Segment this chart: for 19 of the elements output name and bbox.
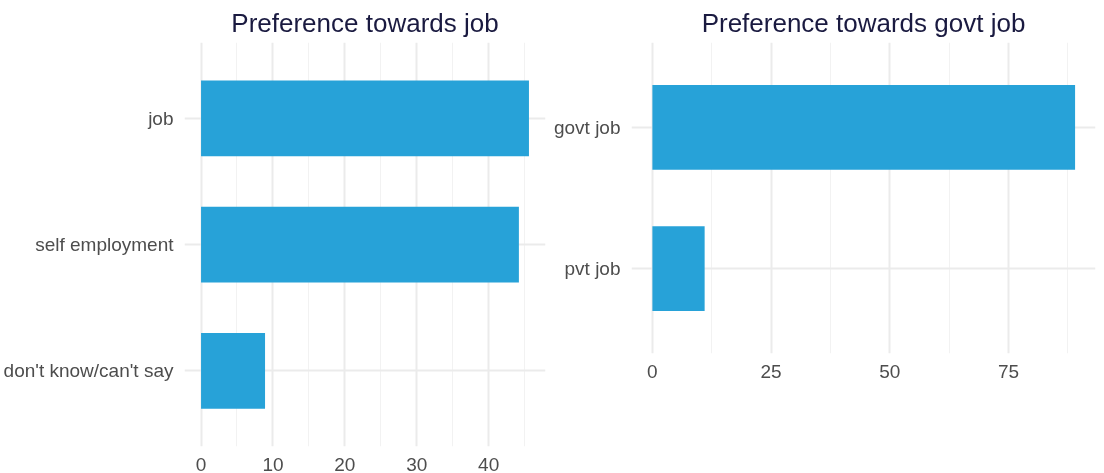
x-tick-label: 50 [879,360,901,382]
x-tick-label: 10 [262,453,284,473]
x-tick-label: 20 [334,453,356,473]
x-tick-label: 0 [647,360,658,382]
chart-title: Preference towards govt job [701,7,1026,38]
bar [201,206,519,283]
y-tick-label: job [147,107,174,129]
bar [201,80,529,157]
y-tick-label: pvt job [564,258,621,280]
y-tick-label: self employment [35,234,175,255]
bar [201,332,266,409]
x-tick-label: 30 [406,453,428,473]
x-tick-label: 0 [195,453,207,473]
x-tick-label: 75 [998,360,1020,382]
y-tick-label: don't know/can't say [3,360,174,382]
x-tick-label: 40 [478,453,500,473]
x-tick-label: 25 [760,360,782,382]
y-tick-label: govt job [553,116,621,138]
chart-title: Preference towards job [231,7,499,38]
